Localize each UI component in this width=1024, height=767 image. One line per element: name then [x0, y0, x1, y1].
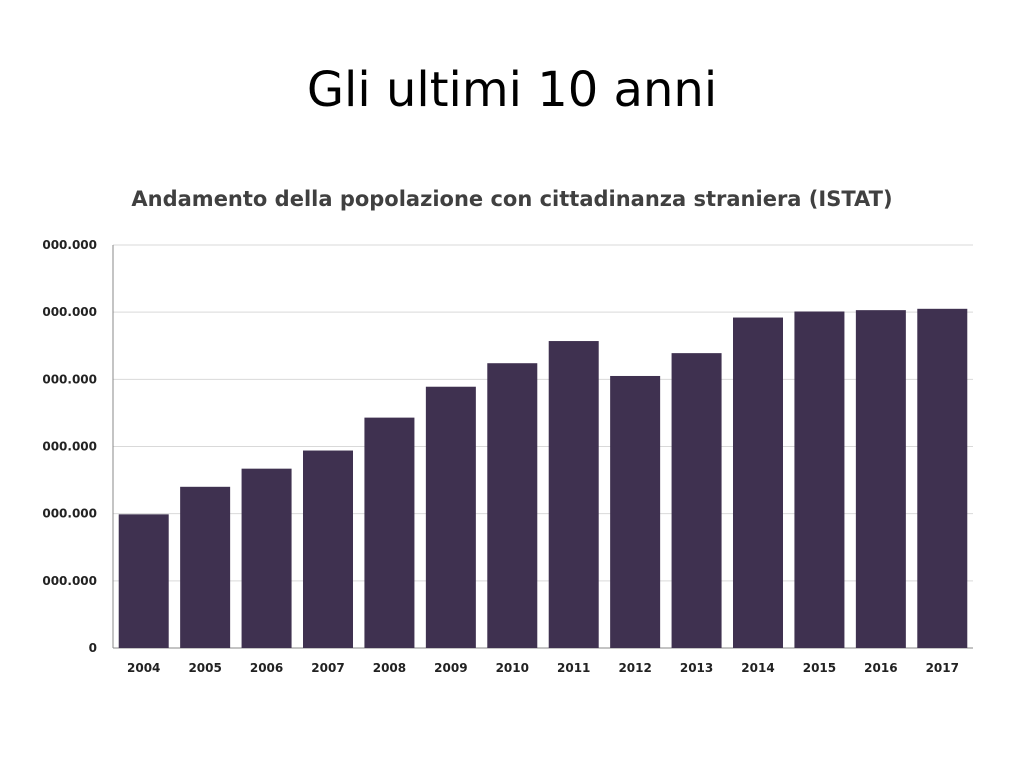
bar-2005: [180, 486, 231, 648]
y-tick-label: 000.000: [42, 238, 97, 252]
x-tick-label: 2004: [127, 661, 160, 675]
bar-2009: [425, 386, 476, 648]
bar-2004: [118, 514, 169, 648]
x-tick-label: 2011: [557, 661, 590, 675]
slide-title: Gli ultimi 10 anni: [306, 62, 718, 118]
bar-2008: [364, 417, 415, 648]
x-tick-label: 2013: [680, 661, 713, 675]
bar-2010: [487, 363, 538, 648]
y-tick-label: 000.000: [42, 440, 97, 454]
bar-2012: [610, 375, 661, 648]
x-tick-label: 2005: [188, 661, 221, 675]
x-tick-label: 2014: [741, 661, 774, 675]
x-tick-label: 2016: [864, 661, 897, 675]
bar-2015: [794, 311, 845, 648]
bar-2011: [548, 341, 599, 648]
bar-2014: [733, 317, 783, 648]
x-tick-label: 2007: [311, 661, 344, 675]
x-tick-label: 2008: [373, 661, 406, 675]
x-tick-label: 2017: [926, 661, 959, 675]
x-tick-label: 2006: [250, 661, 283, 675]
x-tick-label: 2012: [618, 661, 651, 675]
bar-2017: [917, 308, 968, 648]
y-tick-label: 000.000: [42, 305, 97, 319]
x-tick-label: 2009: [434, 661, 467, 675]
chart-title: Andamento della popolazione con cittadin…: [131, 187, 893, 211]
x-tick-label: 2010: [496, 661, 529, 675]
y-tick-label: 0: [89, 641, 97, 655]
bar-2007: [303, 450, 353, 648]
y-tick-label: 000.000: [42, 372, 97, 386]
bar-2006: [241, 468, 292, 648]
y-tick-label: 000.000: [42, 507, 97, 521]
y-tick-label: 000.000: [42, 574, 97, 588]
bar-2016: [855, 310, 906, 648]
bar-2013: [671, 353, 722, 648]
x-tick-label: 2015: [803, 661, 836, 675]
